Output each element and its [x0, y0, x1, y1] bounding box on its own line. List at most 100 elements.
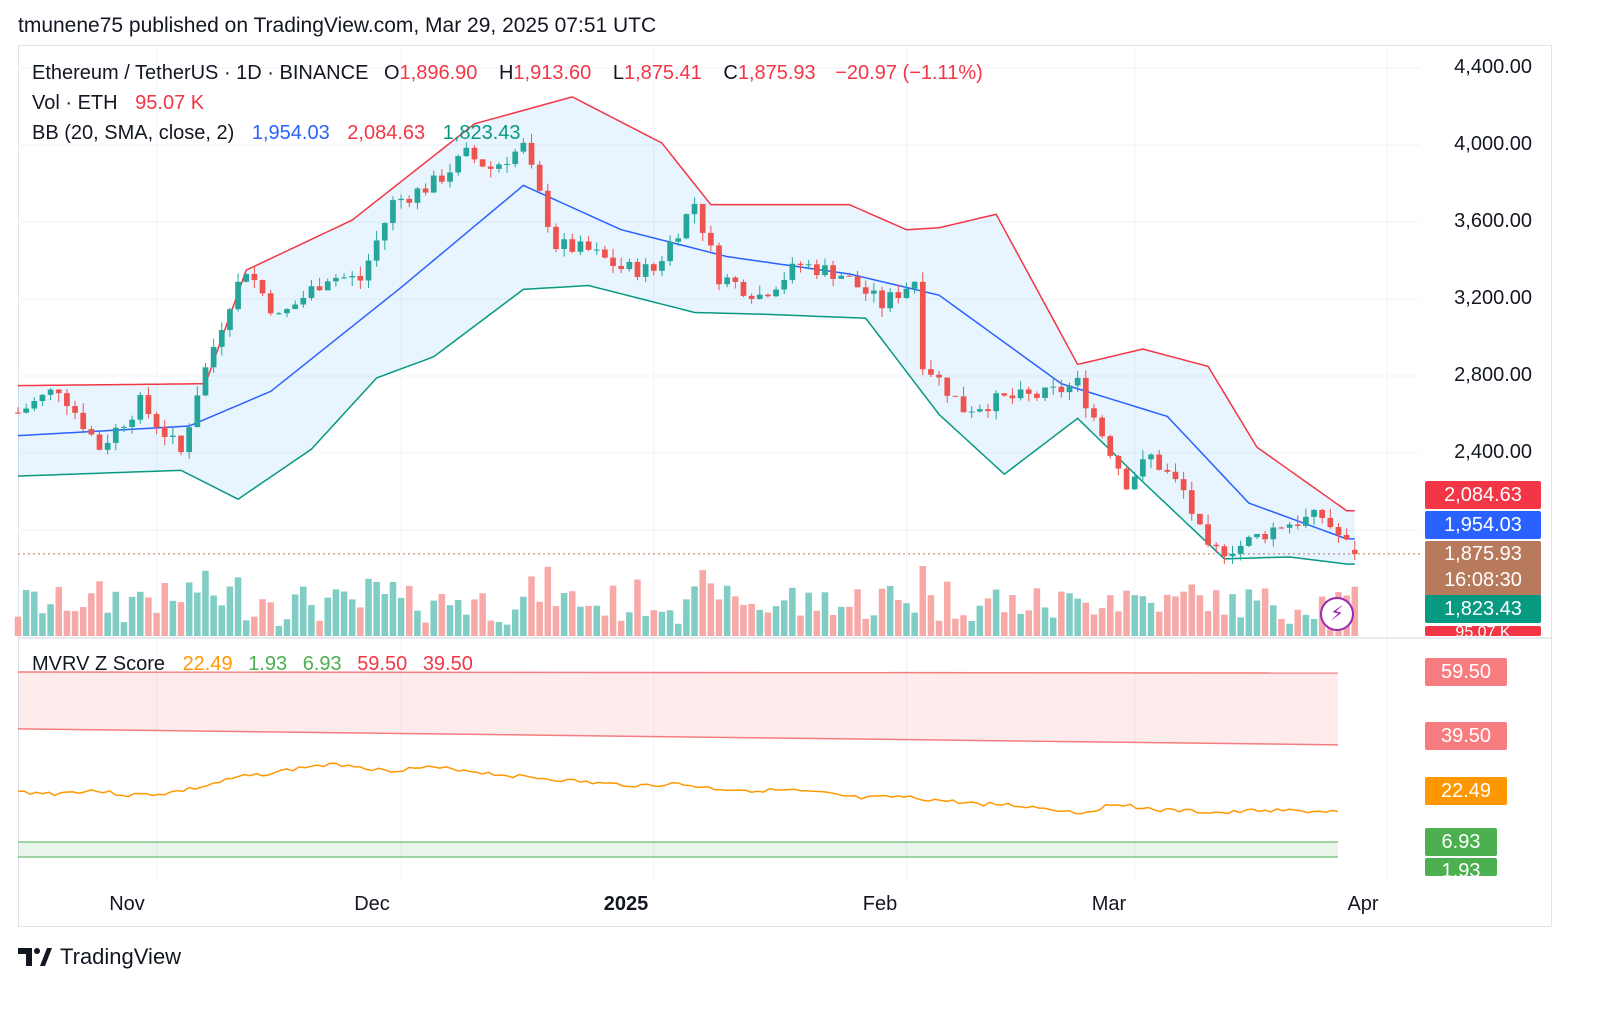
- candle-body: [88, 429, 95, 435]
- candle-body: [1278, 527, 1285, 529]
- candle-body: [813, 264, 820, 276]
- volume-bar: [1049, 617, 1057, 636]
- candle-body: [1221, 546, 1228, 557]
- candle-body: [1042, 387, 1048, 398]
- volume-bar: [1139, 596, 1147, 636]
- candle-body: [1311, 509, 1317, 517]
- volume-bar: [479, 593, 486, 636]
- volume-bar: [1237, 617, 1244, 636]
- volume-bar: [1172, 596, 1179, 636]
- grid-lines: [18, 46, 1551, 880]
- candle-body: [805, 264, 812, 266]
- volume-legend: Vol · ETH 95.07 K: [32, 92, 210, 115]
- candle-body: [96, 434, 103, 450]
- mvrv-lower-zone: [18, 842, 1338, 857]
- candle-body: [1156, 454, 1163, 470]
- volume-bar: [169, 600, 177, 636]
- chart-frame[interactable]: [18, 45, 1552, 927]
- volume-bar: [1106, 595, 1114, 636]
- candle-body: [1327, 517, 1334, 528]
- candle-body: [1213, 544, 1220, 547]
- volume-bar: [185, 582, 193, 636]
- candle-body: [1237, 545, 1244, 554]
- candle-body: [634, 261, 641, 277]
- candle-body: [80, 412, 87, 430]
- candle-body: [659, 261, 665, 271]
- volume-bar: [846, 606, 853, 636]
- volume-bar: [748, 603, 755, 636]
- candle-body: [439, 175, 445, 182]
- tradingview-brand[interactable]: TradingView: [18, 944, 181, 970]
- volume-bar: [405, 585, 413, 636]
- candle-body: [1188, 490, 1195, 514]
- volume-bar: [137, 591, 144, 636]
- volume-bar: [1245, 589, 1253, 636]
- volume-bar: [740, 604, 747, 636]
- volume-bar: [789, 587, 796, 636]
- volume-bar: [1041, 607, 1049, 636]
- candle-body: [47, 389, 54, 395]
- candle-body: [854, 276, 861, 288]
- volume-bar: [332, 589, 340, 636]
- volume-bar: [797, 615, 804, 636]
- candle-body: [985, 409, 991, 412]
- candle-body: [618, 265, 625, 270]
- volume-bar: [992, 589, 1000, 636]
- volume-bar: [422, 622, 429, 636]
- lightning-icon[interactable]: ⚡: [1320, 597, 1354, 631]
- volume-bar: [943, 581, 951, 636]
- candle-body: [1082, 377, 1089, 409]
- candle-body: [1197, 513, 1203, 525]
- brand-name: TradingView: [60, 944, 182, 969]
- candle-body: [642, 264, 649, 277]
- volume-bar: [340, 591, 348, 636]
- candle-body: [267, 293, 274, 314]
- candle-body: [381, 223, 388, 241]
- bb-lower-tag: 1,823.43: [1425, 595, 1541, 623]
- bb-fill: [18, 96, 1355, 565]
- mvrv-value-2: 1.93: [248, 653, 288, 675]
- candle-body: [1270, 527, 1277, 540]
- volume-bar: [935, 620, 943, 636]
- volume-bar: [666, 610, 674, 636]
- candle-body: [430, 175, 437, 193]
- volume-bar: [430, 600, 437, 636]
- candle-body: [1091, 408, 1097, 418]
- candle-body: [227, 309, 233, 331]
- volume-bar: [1351, 586, 1359, 636]
- volume-bar: [308, 605, 315, 636]
- close-price-tag: 1,875.93 16:08:30: [1425, 541, 1541, 597]
- candle-body: [667, 241, 673, 262]
- volume-bar: [71, 611, 79, 636]
- candle-body: [1180, 479, 1187, 491]
- volume-bar: [544, 566, 552, 636]
- volume-bar: [528, 576, 535, 636]
- time-tick-label: Feb: [862, 893, 898, 915]
- candle-body: [455, 156, 462, 173]
- time-tick-label: 2025: [603, 893, 649, 915]
- high-label: H: [498, 62, 514, 84]
- volume-bar: [1147, 602, 1155, 636]
- candle-body: [707, 232, 714, 246]
- candle-body: [471, 147, 478, 160]
- candle-body: [756, 294, 763, 299]
- price-tick-label: 3,600.00: [1454, 210, 1532, 232]
- candle-body: [789, 263, 796, 280]
- low-label: L: [612, 62, 624, 84]
- volume-bar: [242, 620, 250, 636]
- volume-bar: [585, 605, 592, 636]
- volume-bar: [829, 614, 837, 636]
- candle-body: [871, 290, 877, 294]
- price-tick-label: 2,800.00: [1454, 364, 1532, 386]
- candle-body: [23, 408, 30, 413]
- mvrv-line-59: [17, 671, 1339, 674]
- volume-bar: [960, 615, 967, 636]
- volume-bar: [1131, 595, 1138, 636]
- volume-bar: [1123, 590, 1130, 636]
- volume-bar: [1001, 612, 1008, 636]
- candle-body: [773, 289, 779, 297]
- candle-body: [944, 377, 951, 396]
- mvrv-tag-green-lower: 1.93: [1425, 858, 1497, 876]
- candle-body: [1050, 386, 1057, 388]
